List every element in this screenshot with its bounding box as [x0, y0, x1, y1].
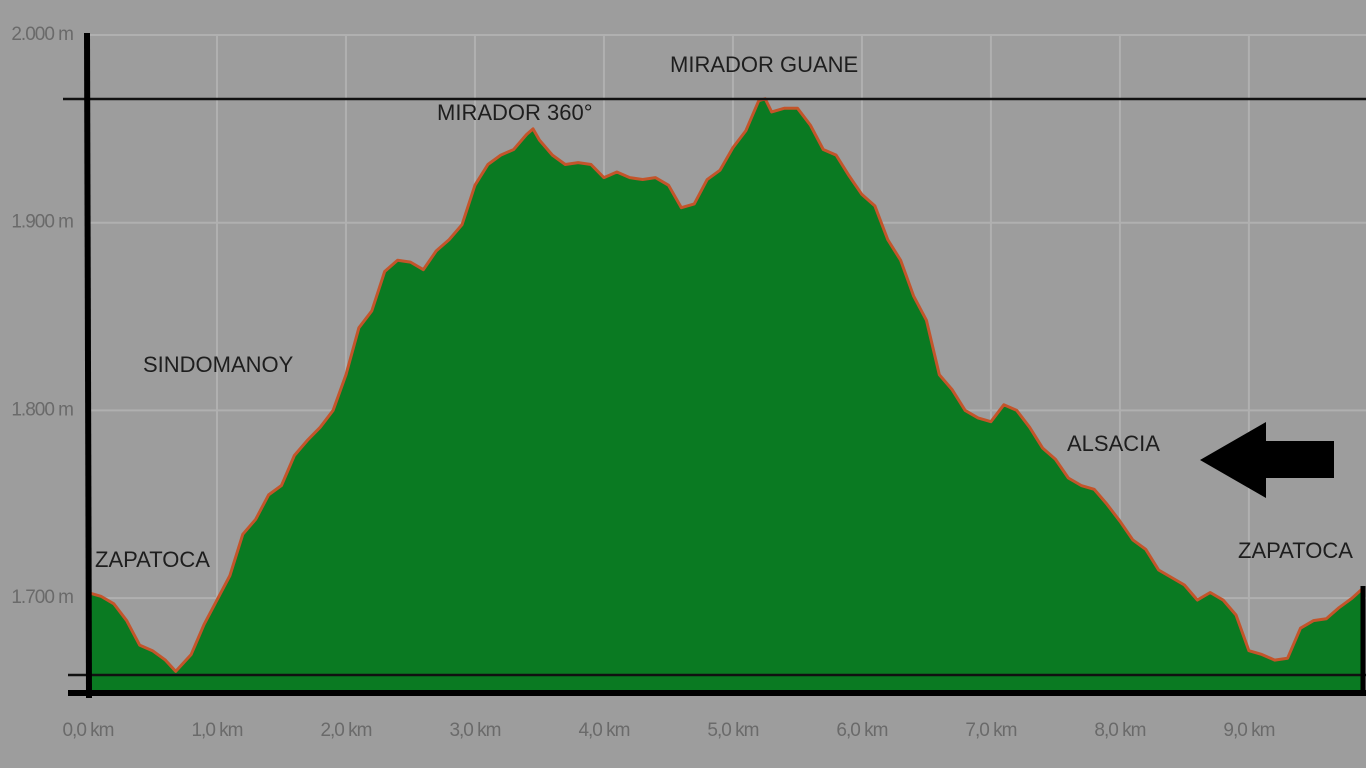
x-tick-label: 5,0 km	[707, 720, 758, 741]
elevation-area	[86, 97, 1364, 694]
x-tick-label: 8,0 km	[1094, 720, 1145, 741]
annotation: ALSACIA	[1067, 431, 1160, 456]
x-tick-label: 0,0 km	[62, 720, 113, 741]
annotation: MIRADOR GUANE	[670, 52, 858, 77]
x-tick-label: 9,0 km	[1223, 720, 1274, 741]
x-tick-label: 2,0 km	[320, 720, 371, 741]
x-tick-label: 1,0 km	[191, 720, 242, 741]
annotation: ZAPATOCA	[1238, 538, 1353, 563]
labels: 1.700 m 1.800 m 1.900 m 2.000 m 0,0 km 1,0 km…	[11, 24, 1353, 741]
y-tick-label: 2.000 m	[11, 24, 73, 45]
x-tick-label: 6,0 km	[836, 720, 887, 741]
x-tick-label: 3,0 km	[449, 720, 500, 741]
x-tick-label: 4,0 km	[578, 720, 629, 741]
marks	[86, 97, 1364, 694]
annotation: SINDOMANOY	[143, 352, 294, 377]
y-axis-line	[84, 32, 92, 699]
y-tick-label: 1.800 m	[11, 399, 73, 420]
y-tick-label: 1.900 m	[11, 212, 73, 233]
overlay	[63, 32, 1366, 699]
annotation: MIRADOR 360°	[437, 100, 593, 125]
y-tick-label: 1.700 m	[11, 587, 73, 608]
x-tick-label: 7,0 km	[965, 720, 1016, 741]
annotation: ZAPATOCA	[95, 547, 210, 572]
arrow	[1200, 422, 1334, 498]
